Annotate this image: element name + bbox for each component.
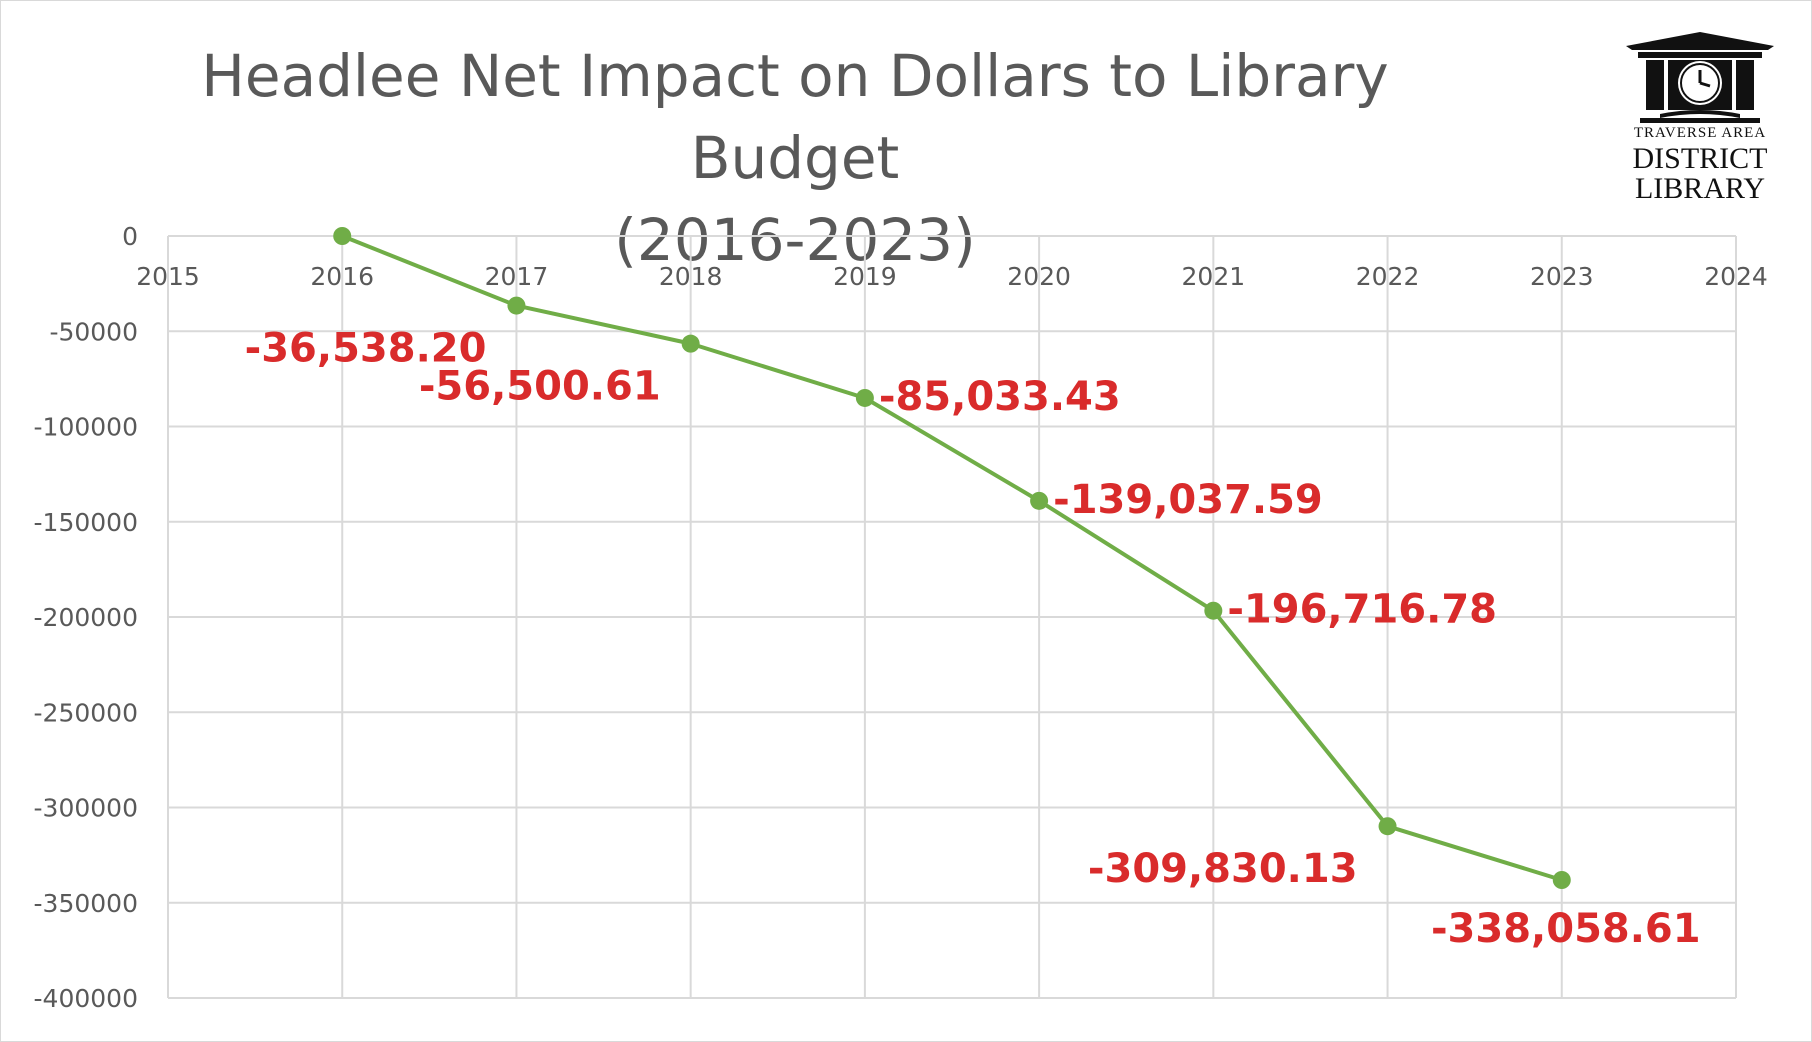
x-tick-label: 2021 bbox=[1182, 262, 1246, 291]
x-tick-label: 2017 bbox=[485, 262, 549, 291]
series-line bbox=[341, 234, 1563, 882]
data-point bbox=[681, 334, 700, 353]
x-tick-label: 2024 bbox=[1704, 262, 1768, 291]
x-tick-label: 2023 bbox=[1530, 262, 1594, 291]
library-logo: TRAVERSE AREA DISTRICT LIBRARY bbox=[1620, 30, 1780, 210]
logo-line2: DISTRICT bbox=[1632, 142, 1768, 175]
y-tick-label: -300000 bbox=[34, 794, 138, 823]
x-tick-label: 2015 bbox=[136, 262, 200, 291]
data-point bbox=[1378, 817, 1397, 836]
data-point bbox=[333, 227, 352, 245]
x-tick-label: 2022 bbox=[1356, 262, 1420, 291]
x-tick-label: 2016 bbox=[310, 262, 374, 291]
y-tick-label: -400000 bbox=[34, 984, 138, 1013]
y-tick-label: -50000 bbox=[49, 317, 138, 346]
chart-title: Headlee Net Impact on Dollars to Library… bbox=[190, 35, 1400, 281]
y-tick-label: -200000 bbox=[34, 603, 138, 632]
logo-line3: LIBRARY bbox=[1634, 172, 1766, 205]
chart-title-line2: (2016-2023) bbox=[614, 206, 976, 274]
data-point bbox=[1204, 601, 1223, 620]
y-tick-label: -150000 bbox=[34, 508, 138, 537]
data-label: -36,538.20 bbox=[245, 326, 487, 372]
data-label: -85,033.43 bbox=[879, 374, 1121, 420]
data-label: -338,058.61 bbox=[1431, 906, 1701, 952]
x-tick-label: 2018 bbox=[659, 262, 723, 291]
library-building-icon bbox=[1626, 32, 1774, 123]
data-label: -309,830.13 bbox=[1088, 846, 1358, 892]
y-tick-label: 0 bbox=[122, 222, 138, 251]
x-tick-label: 2019 bbox=[833, 262, 897, 291]
data-label: -139,037.59 bbox=[1053, 477, 1323, 523]
chart-title-line1: Headlee Net Impact on Dollars to Library… bbox=[201, 42, 1389, 192]
y-tick-label: -350000 bbox=[34, 889, 138, 918]
data-label: -56,500.61 bbox=[419, 364, 661, 410]
data-point bbox=[1030, 491, 1049, 510]
logo-line1: TRAVERSE AREA bbox=[1633, 125, 1767, 141]
data-point bbox=[1552, 871, 1571, 890]
x-tick-label: 2020 bbox=[1007, 262, 1071, 291]
y-tick-label: -250000 bbox=[34, 698, 138, 727]
data-point bbox=[507, 296, 526, 315]
data-label: -196,716.78 bbox=[1227, 587, 1497, 633]
data-point bbox=[855, 388, 874, 407]
y-tick-label: -100000 bbox=[34, 413, 138, 442]
